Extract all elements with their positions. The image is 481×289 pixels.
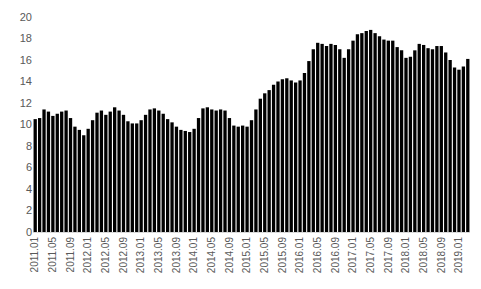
svg-text:2011.01: 2011.01 [29,237,40,273]
svg-text:2015.09: 2015.09 [277,237,288,274]
svg-text:12: 12 [20,97,32,109]
svg-text:2018.05: 2018.05 [418,237,429,274]
svg-text:2014.05: 2014.05 [206,237,217,274]
svg-text:18: 18 [20,32,32,44]
svg-text:6: 6 [26,161,32,173]
svg-text:2018.01: 2018.01 [400,237,411,274]
svg-text:0: 0 [26,226,32,238]
svg-text:2011.05: 2011.05 [47,237,58,273]
svg-text:2012.05: 2012.05 [100,237,111,274]
svg-text:2012.01: 2012.01 [82,237,93,274]
svg-text:2017.01: 2017.01 [347,237,358,274]
svg-text:2013.09: 2013.09 [171,237,182,274]
svg-text:2014.09: 2014.09 [224,237,235,274]
svg-text:14: 14 [20,75,32,87]
svg-text:2019.01: 2019.01 [453,237,464,274]
svg-text:10: 10 [20,118,32,130]
svg-text:2: 2 [26,204,32,216]
svg-text:2011.09: 2011.09 [65,237,76,273]
svg-text:2017.09: 2017.09 [383,237,394,274]
svg-text:16: 16 [20,54,32,66]
svg-text:2013.01: 2013.01 [135,237,146,274]
svg-text:2016.05: 2016.05 [312,237,323,274]
svg-text:2018.09: 2018.09 [436,237,447,274]
svg-text:2014.01: 2014.01 [188,237,199,274]
svg-text:2013.05: 2013.05 [153,237,164,274]
svg-text:20: 20 [20,11,32,23]
svg-text:2016.01: 2016.01 [294,237,305,274]
svg-text:2015.05: 2015.05 [259,237,270,274]
svg-text:2017.05: 2017.05 [365,237,376,274]
svg-text:2016.09: 2016.09 [330,237,341,274]
svg-text:2012.09: 2012.09 [118,237,129,274]
svg-text:4: 4 [26,183,32,195]
svg-text:2015.01: 2015.01 [241,237,252,274]
svg-text:8: 8 [26,140,32,152]
